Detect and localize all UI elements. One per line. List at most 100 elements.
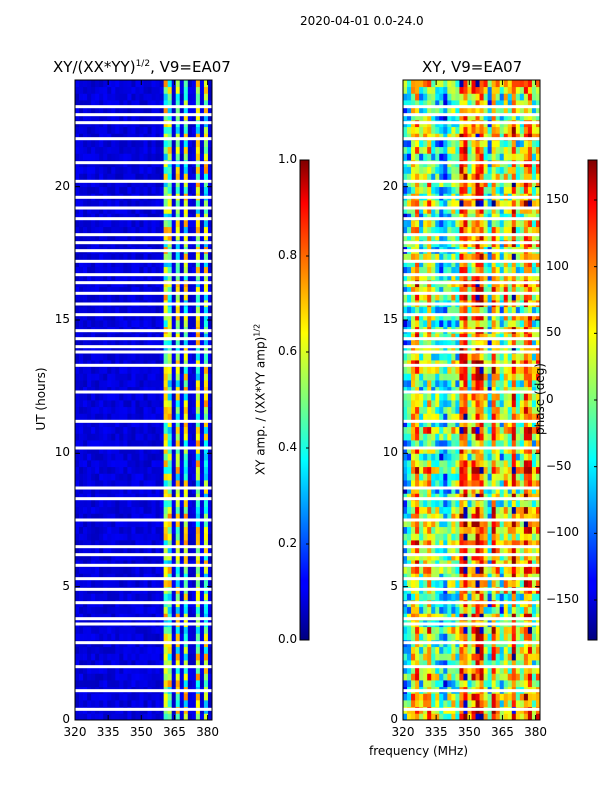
phase-cell — [419, 580, 424, 588]
amplitude-cell — [83, 466, 88, 474]
amplitude-cell — [191, 153, 197, 161]
amplitude-cell — [83, 266, 88, 274]
amplitude-cell — [111, 353, 116, 361]
amplitude-cell — [131, 466, 136, 474]
phase-cell — [423, 433, 428, 441]
phase-cell — [443, 606, 448, 614]
amplitude-cell — [191, 406, 197, 414]
phase-cell — [443, 466, 448, 474]
amplitude-cell — [175, 320, 181, 328]
phase-cell — [515, 433, 521, 441]
amplitude-cell — [195, 353, 201, 361]
amplitude-cell — [207, 360, 213, 368]
amplitude-cell — [203, 473, 209, 481]
phase-cell — [467, 446, 472, 454]
amplitude-cell — [87, 680, 92, 688]
amplitude-cell — [159, 113, 165, 121]
amplitude-cell — [207, 113, 213, 121]
amplitude-cell — [87, 206, 92, 214]
amplitude-cell — [111, 540, 116, 548]
amplitude-cell — [91, 273, 96, 281]
amplitude-cell — [75, 566, 80, 574]
amplitude-cell — [131, 313, 136, 321]
phase-cell — [523, 513, 529, 521]
amplitude-cell — [171, 206, 177, 214]
amplitude-flagged-gap — [75, 206, 212, 210]
amplitude-cell — [135, 533, 140, 541]
amplitude-cell — [183, 253, 189, 261]
amplitude-cell — [191, 93, 197, 101]
amplitude-cell — [99, 153, 104, 161]
amplitude-cell — [183, 186, 189, 194]
phase-cell — [471, 480, 476, 488]
amplitude-cell — [179, 166, 185, 174]
phase-cell — [491, 460, 497, 468]
amplitude-cell — [99, 320, 104, 328]
amplitude-cell — [155, 400, 161, 408]
amplitude-cell — [203, 113, 209, 121]
amplitude-cell — [155, 186, 161, 194]
amplitude-cell — [183, 166, 189, 174]
amplitude-cell — [119, 220, 124, 228]
phase-cell — [455, 693, 460, 701]
amplitude-cell — [123, 493, 128, 501]
phase-cell — [419, 666, 424, 674]
amplitude-cell — [87, 593, 92, 601]
amplitude-cell — [155, 380, 161, 388]
phase-cell — [511, 413, 517, 421]
amplitude-cell — [199, 693, 205, 701]
phase-cell — [407, 666, 412, 674]
amplitude-cell — [175, 93, 181, 101]
phase-cell — [447, 540, 452, 548]
amplitude-cell — [115, 113, 120, 121]
phase-cell — [451, 426, 456, 434]
amplitude-cell — [195, 113, 201, 121]
amplitude-cell — [163, 400, 169, 408]
amplitude-cell — [191, 140, 197, 148]
phase-cell — [475, 566, 480, 574]
amplitude-cell — [135, 373, 140, 381]
amplitude-cell — [143, 626, 148, 634]
phase-cell — [403, 660, 408, 668]
amplitude-cell — [183, 286, 189, 294]
amplitude-cell — [191, 440, 197, 448]
amplitude-cell — [199, 200, 205, 208]
amplitude-cell — [147, 453, 152, 461]
phase-cell — [507, 466, 513, 474]
amplitude-cell — [91, 626, 96, 634]
phase-cell — [423, 506, 428, 514]
amplitude-cell — [91, 320, 96, 328]
phase-cell — [439, 553, 444, 561]
amplitude-cell — [187, 713, 193, 721]
amplitude-cell — [83, 206, 88, 214]
amplitude-cell — [107, 520, 112, 528]
amplitude-cell — [163, 480, 169, 488]
phase-cell — [447, 646, 452, 654]
amplitude-cell — [167, 133, 173, 141]
amplitude-cell — [103, 513, 108, 521]
phase-cell — [431, 520, 436, 528]
phase-cell — [535, 493, 541, 501]
amplitude-cell — [155, 466, 161, 474]
phase-cell — [499, 713, 505, 721]
phase-cell — [475, 420, 480, 428]
phase-cell — [411, 613, 416, 621]
amplitude-cell — [123, 693, 128, 701]
phase-cell — [495, 673, 501, 681]
phase-cell — [447, 526, 452, 534]
phase-cell — [535, 666, 541, 674]
amplitude-cell — [107, 333, 112, 341]
amplitude-cell — [131, 166, 136, 174]
amplitude-cell — [147, 153, 152, 161]
phase-cell — [459, 626, 464, 634]
amplitude-cell — [119, 80, 124, 88]
amplitude-cell — [163, 486, 169, 494]
amplitude-cell — [119, 166, 124, 174]
amplitude-cell — [111, 486, 116, 494]
amplitude-cell — [79, 420, 84, 428]
amplitude-cell — [199, 173, 205, 181]
amplitude-cell — [151, 613, 156, 621]
phase-cell — [471, 713, 476, 721]
amplitude-cell — [163, 433, 169, 441]
amplitude-cell — [87, 106, 92, 114]
